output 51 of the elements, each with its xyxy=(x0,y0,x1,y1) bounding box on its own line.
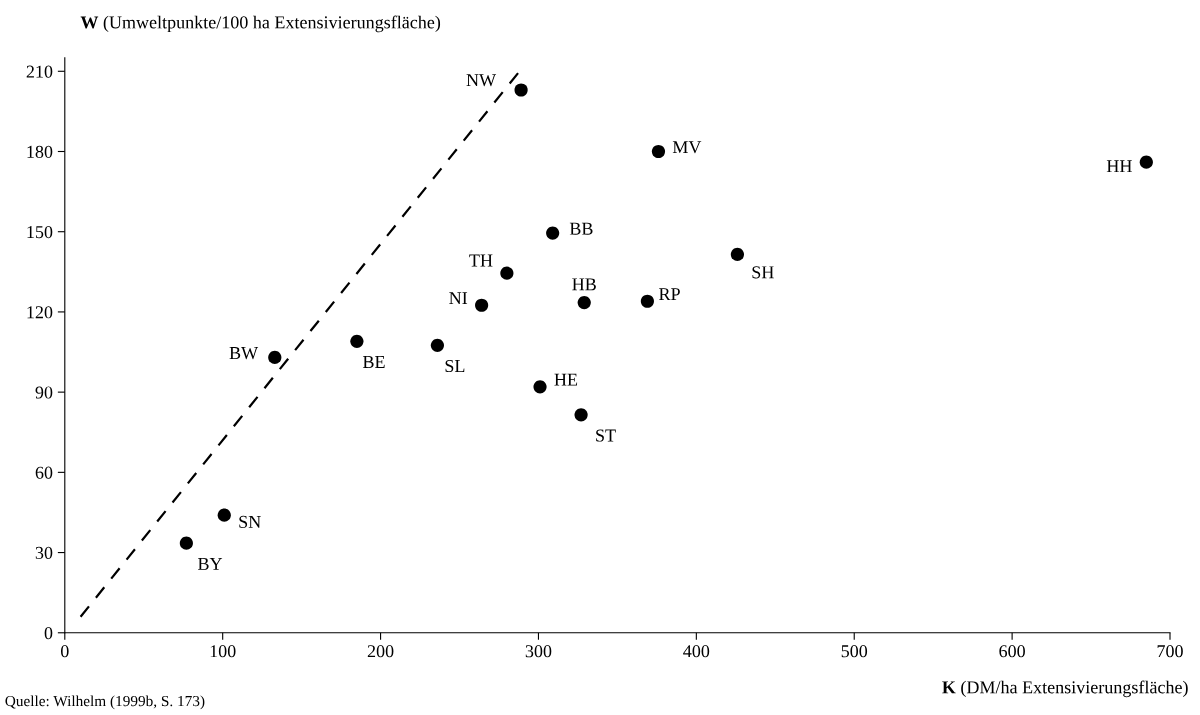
point xyxy=(640,294,654,308)
annotation: SL xyxy=(445,359,465,373)
x-tick-label: 300 xyxy=(525,645,552,658)
point xyxy=(350,334,364,348)
y-axis-title: W (Umweltpunkte/100 ha Extensivierungsfläche) xyxy=(80,15,441,33)
y-tick-label: 150 xyxy=(27,225,53,239)
annotation: BE xyxy=(362,356,385,368)
x-tick-label: 200 xyxy=(367,645,394,658)
annotation: SN xyxy=(239,515,261,528)
annotation: HH xyxy=(1106,160,1132,173)
y-tick-label: 90 xyxy=(35,386,53,399)
point xyxy=(546,226,560,240)
point xyxy=(475,298,489,312)
point xyxy=(430,338,444,352)
point xyxy=(651,144,666,159)
y-tick-label: 60 xyxy=(35,466,53,479)
annotation: NW xyxy=(466,74,497,87)
annotation: BW xyxy=(229,347,259,360)
annotation: HB xyxy=(572,278,596,291)
x-tick-label: 700 xyxy=(1157,645,1183,658)
y-tick-label: 210 xyxy=(26,65,53,78)
annotation: MV xyxy=(672,141,702,154)
point xyxy=(179,536,193,550)
annotation: SH xyxy=(752,266,774,279)
x-axis-title: K (DM/ha Extensivierungsfläche) xyxy=(942,680,1188,698)
point xyxy=(268,350,282,364)
annotation: TH xyxy=(469,254,493,267)
annotation: ST xyxy=(596,429,616,442)
point xyxy=(217,508,231,522)
y-tick-label: 30 xyxy=(35,546,53,559)
point xyxy=(514,83,528,97)
point xyxy=(500,266,514,280)
source-note: Quelle: Wilhelm (1999b, S. 173) xyxy=(5,695,205,710)
x-tick-label: 100 xyxy=(210,645,236,658)
x-tick-label: 600 xyxy=(999,645,1025,658)
annotation: BB xyxy=(569,222,593,235)
point xyxy=(574,408,588,422)
annotation: NI xyxy=(449,292,468,305)
y-tick-label: 120 xyxy=(27,306,53,319)
point xyxy=(1139,155,1153,169)
annotation: HE xyxy=(554,373,578,386)
x-tick-label: 0 xyxy=(60,645,69,658)
point xyxy=(577,295,591,310)
annotation: RP xyxy=(659,288,680,301)
annotation: BY xyxy=(198,557,223,570)
x-tick-label: 500 xyxy=(841,645,868,658)
point xyxy=(533,380,547,394)
y-tick-label: 0 xyxy=(44,627,53,640)
x-tick-label: 400 xyxy=(683,645,710,658)
point xyxy=(730,247,744,262)
y-tick-label: 180 xyxy=(27,145,53,158)
